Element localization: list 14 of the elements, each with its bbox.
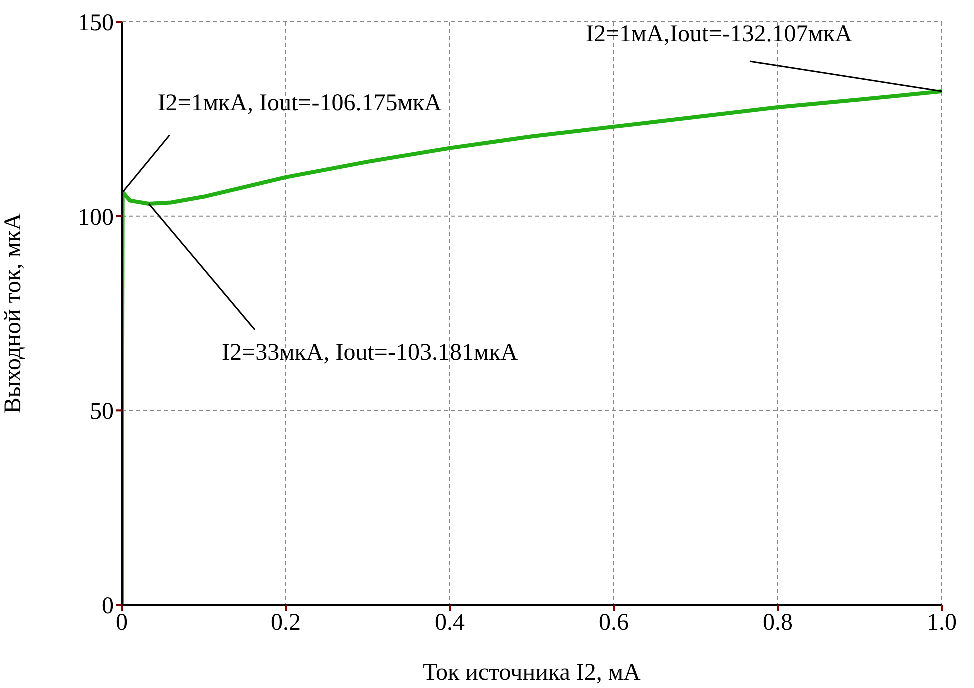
x-tick-label: 0.8 (763, 610, 793, 636)
annotation: I2=33мкА, Iout=-103.181мкА (222, 340, 519, 366)
y-tick-label: 0 (102, 594, 114, 620)
annotation: I2=1мА,Iout=-132.107мкА (586, 22, 854, 48)
x-tick-label: 1.0 (927, 610, 957, 636)
annotation: I2=1мкА, Iout=-106.175мкА (158, 90, 443, 116)
x-tick-label: 0.4 (435, 610, 465, 636)
x-tick-label: 0.2 (271, 610, 301, 636)
y-axis-title: Выходной ток, мкА (0, 212, 27, 414)
y-tick-label: 150 (78, 10, 114, 37)
x-tick-label: 0.6 (599, 610, 629, 636)
y-tick-label: 100 (78, 204, 114, 231)
y-tick-label: 50 (90, 399, 114, 426)
x-axis-title: Ток источника I2, мА (423, 660, 642, 686)
